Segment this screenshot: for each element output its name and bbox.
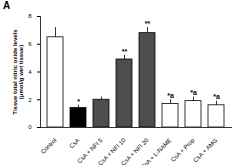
svg-text:*a: *a: [213, 93, 220, 100]
svg-text:CsA + L-NAME: CsA + L-NAME: [140, 137, 173, 165]
svg-text:*a: *a: [190, 89, 197, 96]
svg-text:CsA + AMG: CsA + AMG: [192, 137, 219, 164]
svg-text:6: 6: [28, 41, 32, 47]
svg-text:CsA + Prop: CsA + Prop: [169, 137, 196, 163]
svg-text:8: 8: [28, 13, 32, 19]
svg-text:4: 4: [28, 69, 32, 75]
svg-text:**: **: [122, 48, 128, 55]
svg-text:CsA: CsA: [68, 137, 80, 149]
svg-text:CsA + NFI 5: CsA + NFI 5: [76, 137, 104, 165]
svg-text:*a: *a: [167, 92, 174, 99]
html-text:A: A: [3, 0, 11, 11]
svg-text:0: 0: [28, 124, 32, 130]
svg-text:Tissue total nitric oxide leve: Tissue total nitric oxide levels(μmol/g …: [12, 29, 24, 115]
svg-text:Control: Control: [40, 137, 58, 155]
svg-text:*: *: [77, 98, 80, 105]
svg-text:**: **: [145, 20, 151, 27]
svg-text:2: 2: [28, 97, 32, 103]
